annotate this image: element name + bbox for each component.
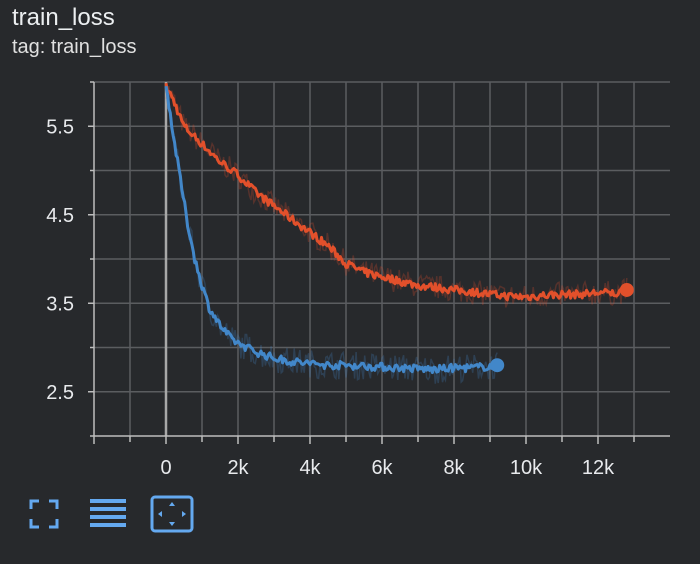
x-tick-label: 10k	[510, 457, 543, 479]
y-tick-label: 2.5	[46, 382, 74, 404]
x-tick-label: 8k	[443, 457, 465, 479]
fit-domain-icon	[150, 495, 194, 533]
x-tick-label: 2k	[227, 457, 249, 479]
series-layer	[164, 82, 634, 375]
x-tick-label: 0	[160, 457, 171, 479]
x-tick-label: 6k	[371, 457, 393, 479]
y-tick-label: 4.5	[46, 205, 74, 227]
fit-domain-button[interactable]	[150, 494, 194, 534]
fullscreen-icon	[29, 499, 59, 529]
series-end-point[interactable]	[619, 282, 634, 297]
y-tick-label: 3.5	[46, 293, 74, 315]
raw-series-line	[165, 85, 498, 384]
grid-layer	[94, 81, 670, 436]
series-end-point[interactable]	[490, 358, 505, 373]
series-line[interactable]	[164, 85, 499, 375]
toggle-y-log-button[interactable]	[86, 494, 130, 534]
series-line[interactable]	[164, 82, 629, 302]
x-tick-label: 4k	[299, 457, 321, 479]
y-tick-label: 5.5	[46, 116, 74, 138]
line-chart[interactable]: 2.5 3.5 4.5 5.5 0 2k 4k 6k 8k 10k 12k	[0, 0, 700, 490]
fullscreen-button[interactable]	[22, 494, 66, 534]
chart-title: train_loss	[12, 4, 115, 31]
raw-series-layer	[165, 85, 628, 384]
x-tick-label: 12k	[582, 457, 615, 479]
chart-subtitle: tag: train_loss	[12, 36, 137, 58]
axis-layer: 2.5 3.5 4.5 5.5 0 2k 4k 6k 8k 10k 12k	[46, 81, 670, 479]
lines-icon	[90, 499, 126, 527]
raw-series-line	[165, 85, 628, 308]
